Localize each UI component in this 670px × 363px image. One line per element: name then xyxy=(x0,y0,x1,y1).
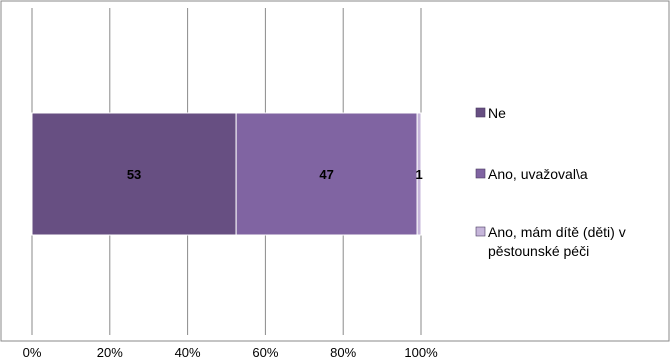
legend-swatch-3 xyxy=(475,226,486,237)
legend-label-2: Ano, uvažoval\a xyxy=(488,166,588,182)
legend-swatch-1 xyxy=(475,107,486,118)
data-labels: 53 47 1 xyxy=(127,167,423,182)
bars xyxy=(31,112,422,236)
bar-segment-2 xyxy=(235,112,418,236)
data-label-2: 47 xyxy=(319,167,333,182)
legend: Ne Ano, uvažoval\a Ano, mám dítě (děti) v p… xyxy=(475,105,626,259)
x-axis-ticks: 0% 20% 40% 60% 80% 100% xyxy=(23,345,438,360)
x-tick-label: 60% xyxy=(252,345,278,360)
x-tick-label: 100% xyxy=(404,345,438,360)
data-label-3: 1 xyxy=(415,167,422,182)
legend-label-3: pěstounské péči xyxy=(488,243,589,259)
legend-label-1: Ne xyxy=(488,105,506,121)
x-tick-label: 40% xyxy=(175,345,201,360)
x-tick-label: 80% xyxy=(330,345,356,360)
x-tick-label: 0% xyxy=(23,345,42,360)
legend-label-3: Ano, mám dítě (děti) v xyxy=(488,224,626,240)
data-label-1: 53 xyxy=(127,167,141,182)
bar-segment-3 xyxy=(416,112,422,236)
legend-swatch-2 xyxy=(475,168,486,179)
x-tick-label: 20% xyxy=(97,345,123,360)
